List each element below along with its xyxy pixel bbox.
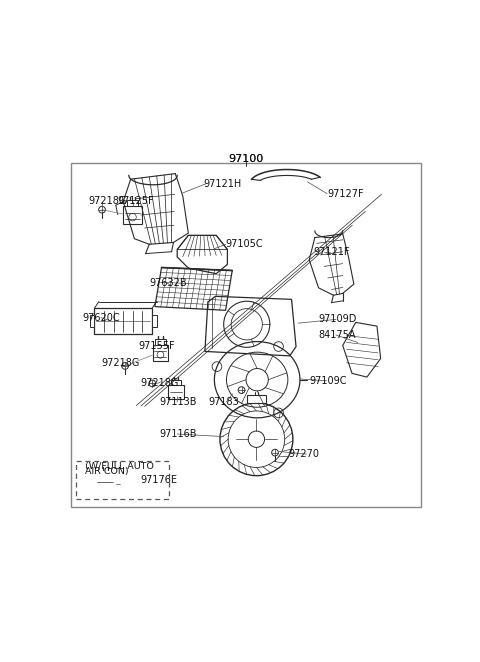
Bar — [95, 476, 116, 492]
Text: 97270: 97270 — [289, 449, 320, 459]
Text: 97176E: 97176E — [140, 475, 177, 485]
Text: (W/FULL AUTO: (W/FULL AUTO — [85, 462, 154, 471]
Text: 97218G: 97218G — [140, 379, 179, 389]
FancyBboxPatch shape — [76, 461, 168, 498]
Text: 97100: 97100 — [228, 154, 264, 164]
Text: AIR CON): AIR CON) — [85, 467, 129, 477]
Text: 97116B: 97116B — [160, 429, 197, 439]
Bar — [155, 339, 166, 345]
Text: 97105C: 97105C — [226, 239, 263, 250]
Text: 97109D: 97109D — [319, 314, 357, 324]
Text: 84175A: 84175A — [319, 330, 356, 340]
Bar — [152, 315, 156, 327]
Bar — [127, 200, 138, 207]
Text: 97218G: 97218G — [101, 358, 139, 368]
Text: 97620C: 97620C — [83, 312, 120, 322]
Text: 97632B: 97632B — [149, 278, 187, 288]
Text: 97183: 97183 — [209, 397, 240, 407]
Text: 97109C: 97109C — [309, 376, 347, 386]
Bar — [247, 395, 266, 402]
Text: 97113B: 97113B — [160, 397, 197, 407]
Text: 97121F: 97121F — [313, 248, 349, 258]
Text: 97125F: 97125F — [118, 196, 154, 206]
Text: 97100: 97100 — [228, 154, 264, 164]
Text: 97121H: 97121H — [203, 179, 241, 189]
Text: 97155F: 97155F — [138, 341, 175, 352]
Bar — [99, 471, 112, 476]
Bar — [153, 345, 168, 361]
Text: 97218G: 97218G — [88, 196, 126, 206]
Bar — [90, 315, 95, 327]
Text: 97127F: 97127F — [328, 189, 364, 199]
Bar — [168, 385, 184, 399]
Bar — [123, 207, 142, 224]
Bar — [171, 380, 181, 385]
Bar — [95, 308, 152, 334]
